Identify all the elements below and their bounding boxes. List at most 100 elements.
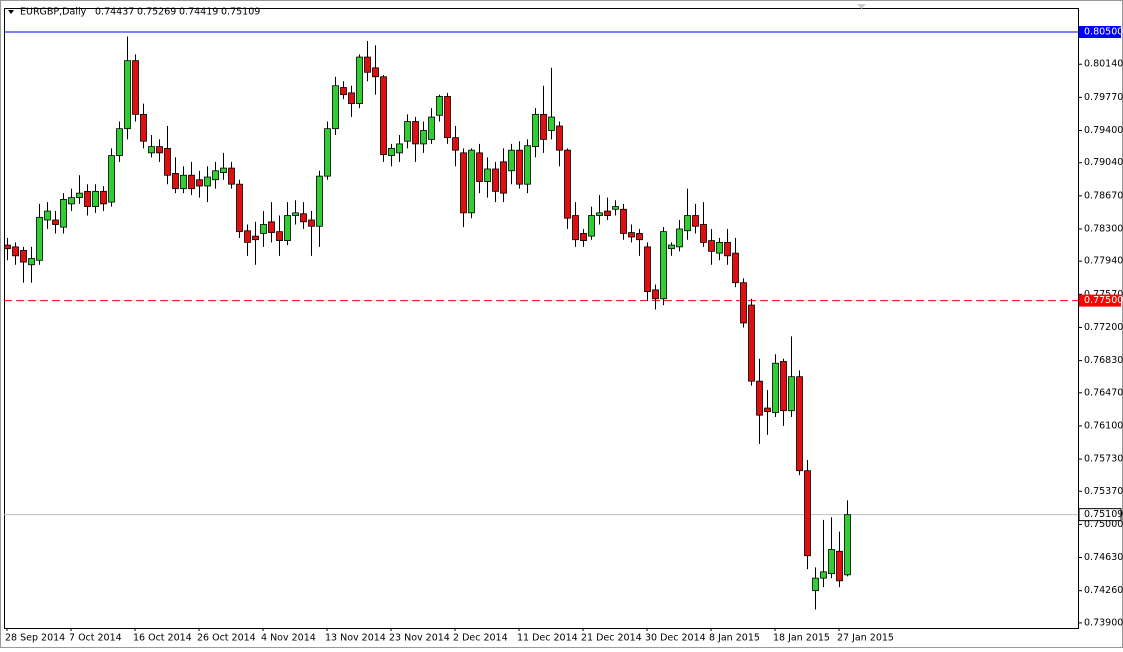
level-label-box [1079, 25, 1121, 38]
candle-body [220, 167, 227, 173]
candle-body [4, 244, 11, 250]
candle-body [588, 215, 595, 237]
candle-body [644, 246, 651, 293]
header-value: 0.74437 [95, 7, 134, 18]
candle-body [604, 210, 611, 216]
menu-icon[interactable] [8, 10, 14, 14]
candle-body [788, 376, 795, 412]
candle-body [508, 149, 515, 172]
candle-body [596, 212, 603, 216]
candle-body [404, 121, 411, 142]
x-tick-label: 28 Sep 2014 [5, 633, 65, 644]
candle-body [76, 192, 83, 199]
x-tick-label: 18 Jan 2015 [773, 633, 830, 644]
y-tick-label: 0.73900 [1084, 617, 1123, 628]
candle-body [532, 113, 539, 147]
candle-body [796, 376, 803, 472]
candle-body [692, 215, 699, 227]
x-tick-label: 23 Nov 2014 [389, 633, 450, 644]
candle-body [364, 56, 371, 73]
x-tick-label: 16 Oct 2014 [133, 633, 192, 644]
candle-body [756, 380, 763, 416]
x-tick-label: 27 Jan 2015 [837, 633, 894, 644]
candle-body [156, 146, 163, 154]
candle-body [716, 241, 723, 254]
level-label: 0.80500 [1084, 26, 1123, 37]
y-tick-label: 0.76830 [1084, 355, 1123, 366]
y-tick-label: 0.75730 [1084, 454, 1123, 465]
candle-body [396, 143, 403, 154]
candle-body [804, 470, 811, 557]
y-tick-label: 0.78300 [1084, 223, 1123, 234]
candle-body [84, 190, 91, 207]
candle-body [348, 92, 355, 105]
candle-body [20, 250, 27, 263]
candle-body [660, 231, 667, 300]
x-tick-label: 8 Jan 2015 [709, 633, 760, 644]
candle-body [740, 282, 747, 324]
candle-body [484, 168, 491, 182]
y-tick-label: 0.79770 [1084, 92, 1123, 103]
candle-body [44, 210, 51, 221]
candle-body [36, 216, 43, 261]
candle-body [340, 87, 347, 96]
candle-body [500, 161, 507, 194]
candle-body [116, 128, 123, 156]
candle-body [516, 149, 523, 185]
candle-body [684, 215, 691, 232]
candle-body [556, 125, 563, 151]
candle-body [372, 67, 379, 78]
candle-body [732, 252, 739, 284]
candle-body [580, 233, 587, 242]
candle-body [628, 232, 635, 238]
y-tick-label: 0.76470 [1084, 387, 1123, 398]
x-tick-label: 7 Oct 2014 [69, 633, 122, 644]
candle-body [100, 190, 107, 205]
candle-body [204, 176, 211, 187]
candle-body [476, 152, 483, 182]
candle-body [292, 212, 299, 216]
candle-body [188, 174, 195, 190]
candle-body [636, 233, 643, 241]
x-tick-label: 13 Nov 2014 [325, 633, 386, 644]
candle-body [68, 197, 75, 205]
x-tick-label: 4 Nov 2014 [261, 633, 316, 644]
y-tick-label: 0.79040 [1084, 157, 1123, 168]
header-value: 0.75109 [221, 7, 260, 18]
header-value: 0.75269 [137, 7, 176, 18]
level-label: 0.77500 [1084, 295, 1123, 306]
candle-body [244, 230, 251, 243]
candle-body [268, 221, 275, 233]
candle-body [812, 577, 819, 592]
x-tick-label: 26 Oct 2014 [197, 633, 256, 644]
candle-body [780, 361, 787, 412]
candle-body [468, 149, 475, 214]
candle-body [820, 571, 827, 579]
candle-body [92, 190, 99, 207]
candle-body [492, 168, 499, 192]
candle-body [676, 228, 683, 248]
candle-body [620, 208, 627, 234]
candle-body [444, 96, 451, 139]
y-tick-label: 0.78670 [1084, 190, 1123, 201]
candle-body [180, 174, 187, 190]
x-tick-label: 21 Dec 2014 [581, 633, 642, 644]
candle-body [724, 241, 731, 257]
candle-body [260, 224, 267, 234]
candle-body [572, 215, 579, 241]
candle-body [844, 514, 851, 576]
candle-body [612, 206, 619, 210]
candle-body [436, 96, 443, 116]
candle-body [460, 152, 467, 214]
plot-area [4, 8, 1079, 629]
y-tick-label: 0.77200 [1084, 322, 1123, 333]
candle-body [524, 145, 531, 185]
candle-body [284, 215, 291, 242]
header-value: 0.74419 [179, 7, 218, 18]
y-tick-label: 0.75000 [1084, 519, 1123, 530]
scroll-icon[interactable] [857, 4, 866, 9]
y-tick-label: 0.74630 [1084, 552, 1123, 563]
candle-body [148, 146, 155, 154]
candle-body [132, 60, 139, 115]
